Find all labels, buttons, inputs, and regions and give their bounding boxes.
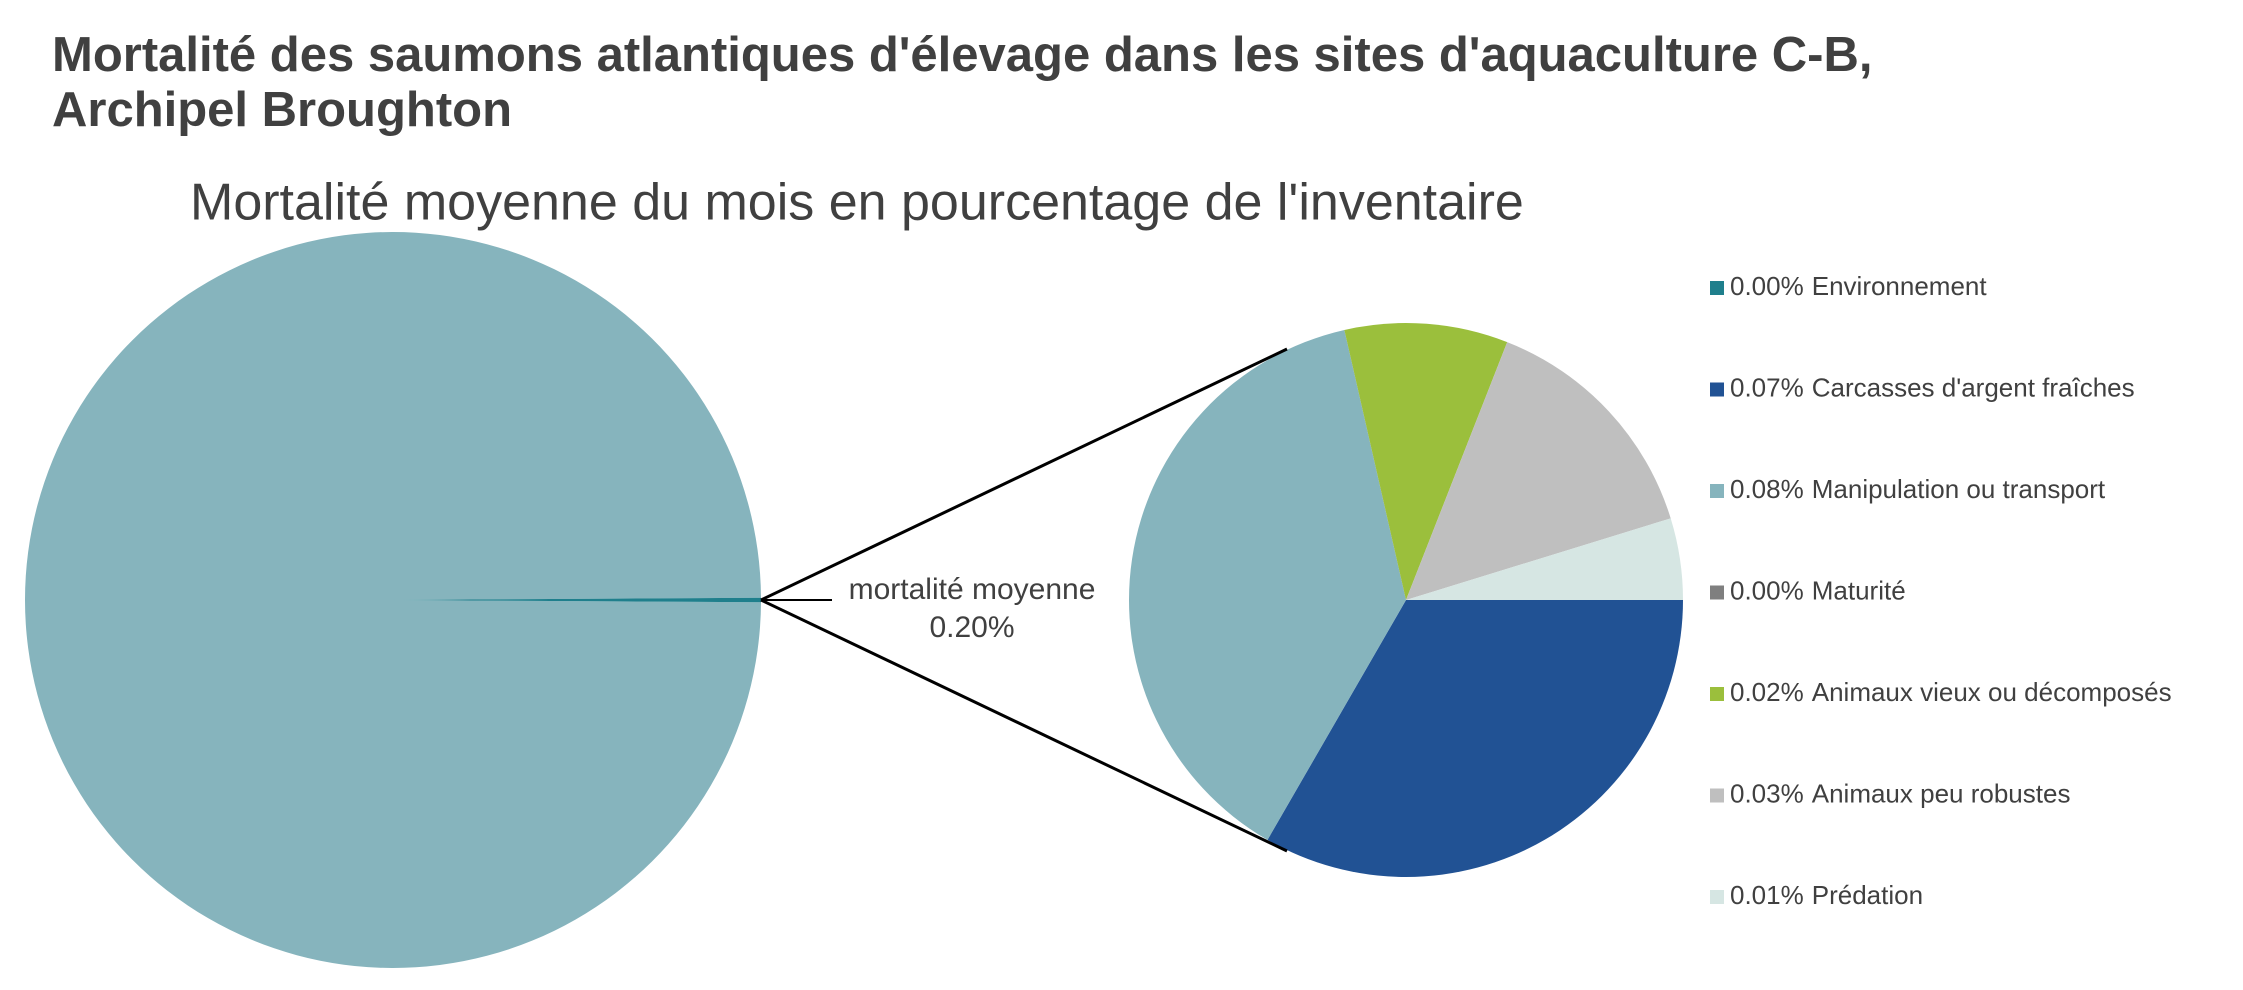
data-label: mortalité moyenne [849,573,1096,606]
legend-swatch [1710,382,1724,397]
pie-slice [1406,518,1683,600]
legend-value: 0.00% [1730,575,1804,605]
legend-label: Manipulation ou transport [1812,474,2106,504]
legend-label: Animaux vieux ou décomposés [1812,677,2172,707]
pie-slice [1267,600,1683,877]
legend-label: Prédation [1812,880,1923,910]
legend-label: Environnement [1812,271,1988,301]
chart-subtitle: Mortalité moyenne du mois en pourcentage… [190,174,1524,232]
legend-swatch [1710,890,1724,904]
pie-slice [1344,323,1508,600]
connector-line [760,598,1288,853]
legend-entry: 0.03% Animaux peu robustes [1730,778,2070,808]
pie-slice [393,597,762,603]
legend-value: 0.07% [1730,372,1804,402]
chart-title: Mortalité des saumons atlantiques d'élev… [52,28,1873,82]
legend-value: 0.00% [1730,271,1804,301]
legend-entry: 0.08% Manipulation ou transport [1730,474,2106,504]
legend-value: 0.08% [1730,474,1804,504]
legend-swatch [1710,484,1724,498]
legend-value: 0.01% [1730,880,1804,910]
legend-entry: 0.07% Carcasses d'argent fraîches [1730,372,2135,402]
connector-line [760,347,1288,602]
legend-label: Carcasses d'argent fraîches [1812,372,2135,402]
legend-entry: 0.01% Prédation [1730,880,1923,910]
data-label: 0.20% [929,611,1014,644]
legend-swatch [1710,788,1724,803]
legend-label: Animaux peu robustes [1812,778,2071,808]
legend-entry: 0.02% Animaux vieux ou décomposés [1730,677,2172,707]
pie-slice [1129,329,1406,840]
chart-title: Archipel Broughton [52,83,512,137]
legend-label: Maturité [1812,575,1906,605]
legend-value: 0.02% [1730,677,1804,707]
legend-entry: 0.00% Maturité [1730,575,1906,605]
legend-entry: 0.00% Environnement [1730,271,1987,301]
pie-slice [1406,342,1671,600]
legend-value: 0.03% [1730,778,1804,808]
legend-swatch [1710,281,1724,295]
legend-swatch [1710,687,1724,701]
pie-slice [25,231,761,969]
legend-swatch [1710,585,1724,600]
